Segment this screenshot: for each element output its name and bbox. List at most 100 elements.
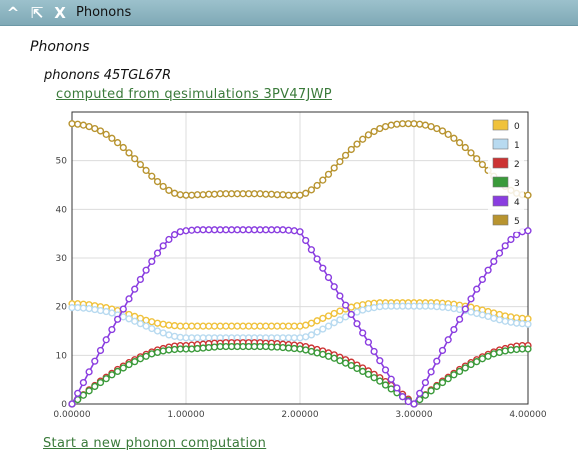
series-4-point (336, 292, 344, 300)
expand-icon[interactable]: ⇱ (30, 4, 44, 22)
series-3-point (376, 377, 384, 385)
series-4-point (359, 329, 367, 337)
series-0-point (347, 303, 355, 311)
series-4-point (313, 255, 321, 263)
series-3-point (131, 358, 139, 366)
series-4-point (131, 285, 139, 293)
series-5-point (444, 130, 452, 138)
series-1-point (490, 314, 498, 322)
series-3-point (381, 381, 390, 389)
series-5-point (193, 191, 202, 199)
series-1-point (478, 311, 487, 319)
series-3-point (433, 382, 441, 391)
series-1-point (507, 318, 515, 326)
series-5-point (336, 158, 344, 166)
series-5-point (370, 127, 378, 136)
series-5-point (165, 186, 173, 194)
series-5-point (239, 190, 247, 198)
series-4-point (484, 266, 492, 274)
series-3-point (113, 367, 122, 375)
legend-swatch-4 (492, 195, 509, 207)
series-5-point (68, 120, 76, 128)
series-5-point (433, 124, 441, 133)
series-3-point (279, 343, 287, 352)
y-tick-label: 50 (56, 157, 68, 167)
series-4-point (342, 301, 350, 309)
series-3-point (456, 367, 464, 375)
series-5-point (79, 121, 88, 129)
series-4-point (438, 346, 447, 355)
legend-swatch-1 (492, 138, 509, 150)
series-5-point (381, 122, 390, 131)
series-3-point (176, 345, 184, 353)
series-1-point (136, 320, 145, 328)
series-3-point (267, 343, 276, 351)
series-1-point (393, 302, 401, 310)
series-3-point (518, 345, 526, 353)
series-4-point (347, 310, 355, 319)
series-5-point (410, 120, 418, 128)
computed-from-link[interactable]: computed from qesimulations 3PV47JWP (56, 87, 332, 102)
series-4-point (410, 400, 418, 408)
series-3-point (239, 342, 247, 351)
series-1-point (438, 303, 447, 311)
series-5-point (478, 160, 487, 169)
series-4-point (364, 338, 373, 346)
series-4-point (108, 325, 116, 334)
series-1-point (518, 320, 526, 328)
series-1-point (279, 334, 287, 342)
series-0-point (267, 322, 276, 330)
series-1-point (74, 304, 82, 312)
series-1-point (302, 333, 310, 341)
section-title: Phonons (30, 39, 90, 55)
series-0-point (330, 309, 338, 318)
series-3-point (222, 342, 230, 351)
series-1-point (159, 329, 167, 337)
series-1-point (176, 333, 184, 341)
series-5-point (250, 190, 259, 198)
series-3-point (313, 349, 321, 357)
series-1-point (119, 313, 127, 321)
series-4-point (495, 249, 504, 257)
series-3-point (319, 350, 327, 358)
series-0-point (256, 322, 264, 330)
series-1-point (85, 305, 93, 313)
series-4-point (319, 264, 327, 272)
series-5-point (125, 149, 133, 157)
series-4-point (228, 226, 236, 234)
close-button[interactable]: X (54, 4, 66, 22)
series-3-point (245, 342, 253, 351)
series-3-point (324, 352, 333, 360)
series-4-point (387, 375, 395, 383)
series-4-point (512, 231, 521, 239)
series-5-point (153, 177, 162, 186)
series-3-point (193, 344, 202, 353)
series-4-point (456, 315, 464, 323)
series-4-point (296, 228, 304, 236)
series-5-point (387, 121, 395, 129)
series-1-point (404, 302, 412, 310)
series-5-point (330, 164, 338, 172)
series-5-point (353, 140, 361, 148)
series-5-point (228, 190, 236, 198)
series-3-point (444, 375, 452, 383)
series-5-point (136, 160, 145, 169)
series-1-point (313, 328, 321, 336)
start-computation-link[interactable]: Start a new phonon computation (43, 436, 267, 451)
series-3-point (125, 360, 133, 369)
series-1-point (399, 302, 407, 310)
series-5-point (182, 191, 190, 199)
series-4-point (381, 366, 390, 374)
series-5-point (256, 190, 264, 198)
series-5-point (296, 191, 304, 199)
series-1-point (193, 334, 202, 342)
series-4-point (461, 305, 469, 313)
legend-label-4: 4 (514, 198, 520, 208)
collapse-button[interactable]: ^ (6, 4, 20, 22)
series-4-point (159, 242, 167, 250)
series-0-point (222, 322, 230, 330)
series-0-point (307, 319, 316, 327)
series-5-point (74, 120, 82, 128)
series-3-point (199, 344, 207, 352)
series-1-point (96, 306, 105, 315)
